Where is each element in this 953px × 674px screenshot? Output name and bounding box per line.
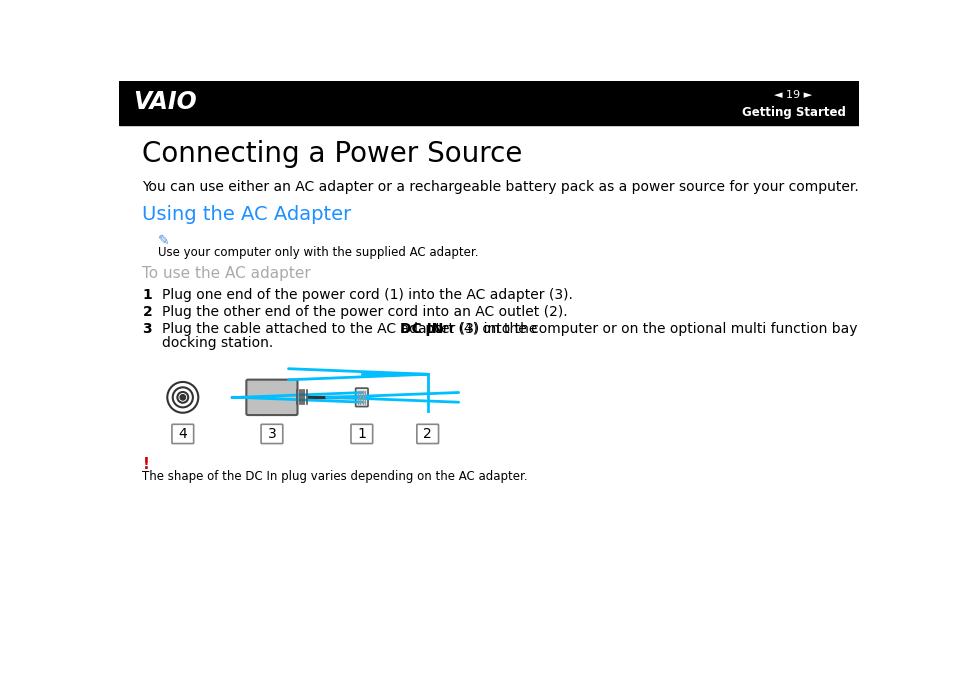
Text: To use the AC adapter: To use the AC adapter	[142, 266, 311, 282]
Text: port (4) on the computer or on the optional multi function bay: port (4) on the computer or on the optio…	[421, 322, 857, 336]
Text: 3: 3	[142, 322, 152, 336]
Text: VAIO: VAIO	[133, 90, 196, 114]
FancyBboxPatch shape	[355, 388, 368, 406]
Text: Getting Started: Getting Started	[740, 106, 844, 119]
Text: Plug the other end of the power cord into an AC outlet (2).: Plug the other end of the power cord int…	[162, 305, 567, 319]
Text: Plug the cable attached to the AC adapter (3) into the: Plug the cable attached to the AC adapte…	[162, 322, 541, 336]
Text: Plug one end of the power cord (1) into the AC adapter (3).: Plug one end of the power cord (1) into …	[162, 288, 572, 302]
FancyBboxPatch shape	[261, 425, 282, 443]
Text: 2: 2	[423, 427, 432, 441]
Text: Using the AC Adapter: Using the AC Adapter	[142, 205, 352, 224]
Text: 1: 1	[142, 288, 152, 302]
Text: 3: 3	[267, 427, 276, 441]
FancyBboxPatch shape	[246, 379, 297, 415]
Text: Connecting a Power Source: Connecting a Power Source	[142, 140, 522, 168]
Text: Use your computer only with the supplied AC adapter.: Use your computer only with the supplied…	[158, 247, 478, 259]
Bar	[119, 81, 858, 125]
Text: !: !	[142, 458, 150, 472]
Text: You can use either an AC adapter or a rechargeable battery pack as a power sourc: You can use either an AC adapter or a re…	[142, 180, 859, 194]
Text: ◄ 19 ►: ◄ 19 ►	[774, 90, 812, 100]
FancyBboxPatch shape	[351, 425, 373, 443]
Text: docking station.: docking station.	[162, 336, 273, 350]
FancyBboxPatch shape	[416, 425, 438, 443]
Text: 1: 1	[357, 427, 366, 441]
Text: DC IN: DC IN	[399, 322, 442, 336]
Text: The shape of the DC In plug varies depending on the AC adapter.: The shape of the DC In plug varies depen…	[142, 470, 528, 483]
Text: 2: 2	[142, 305, 152, 319]
Text: ✎: ✎	[158, 234, 170, 248]
FancyBboxPatch shape	[172, 425, 193, 443]
Circle shape	[180, 395, 185, 400]
Text: 4: 4	[178, 427, 187, 441]
